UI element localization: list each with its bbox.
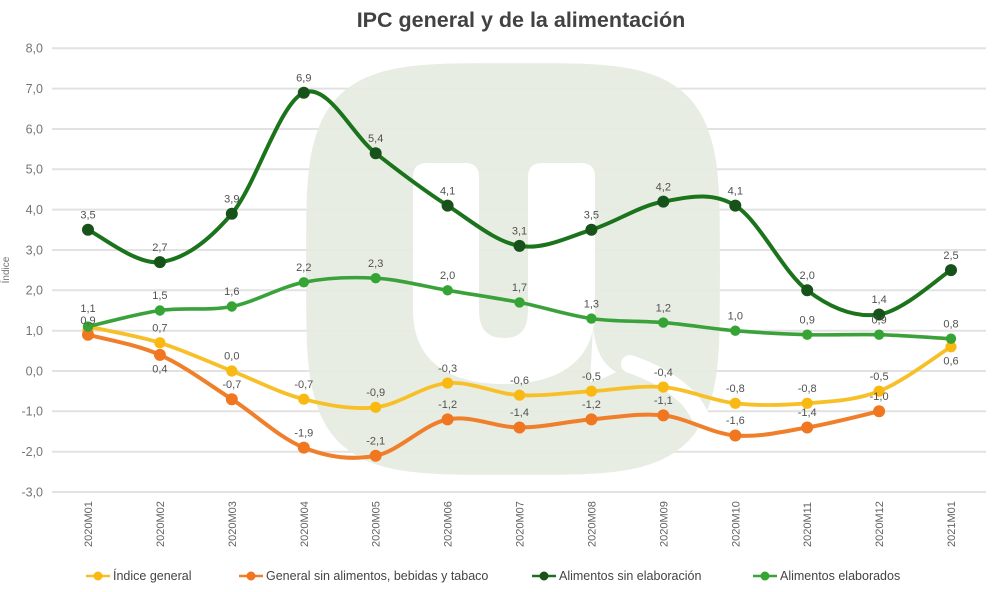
svg-text:2,3: 2,3	[368, 258, 383, 270]
svg-text:0,0: 0,0	[26, 364, 43, 378]
svg-text:2020M07: 2020M07	[515, 501, 527, 547]
svg-text:-1,4: -1,4	[798, 407, 817, 419]
svg-text:-0,8: -0,8	[798, 383, 817, 395]
svg-text:2021M01: 2021M01	[946, 501, 958, 547]
svg-text:-0,4: -0,4	[654, 367, 673, 379]
svg-text:-0,3: -0,3	[438, 363, 457, 375]
svg-text:1,6: 1,6	[224, 286, 239, 298]
svg-text:-1,1: -1,1	[654, 395, 673, 407]
svg-text:IPC general y de la alimentaci: IPC general y de la alimentación	[357, 8, 686, 32]
svg-text:6,9: 6,9	[296, 72, 311, 84]
svg-text:-2,0: -2,0	[21, 445, 43, 459]
svg-text:Índice general: Índice general	[113, 568, 192, 583]
svg-text:5,4: 5,4	[368, 133, 383, 145]
svg-text:1,4: 1,4	[871, 294, 886, 306]
svg-text:2,0: 2,0	[800, 270, 815, 282]
svg-text:4,1: 4,1	[728, 185, 743, 197]
svg-text:5,0: 5,0	[26, 163, 43, 177]
svg-text:2,5: 2,5	[943, 250, 958, 262]
svg-text:-0,5: -0,5	[582, 371, 601, 383]
svg-text:0,4: 0,4	[152, 363, 167, 375]
svg-text:-1,2: -1,2	[438, 399, 457, 411]
svg-text:0,0: 0,0	[224, 351, 239, 363]
svg-text:1,0: 1,0	[26, 324, 43, 338]
svg-text:-1,0: -1,0	[870, 391, 889, 403]
svg-text:7,0: 7,0	[26, 82, 43, 96]
svg-text:2020M08: 2020M08	[586, 501, 598, 547]
svg-text:-1,6: -1,6	[726, 415, 745, 427]
svg-text:0,6: 0,6	[943, 355, 958, 367]
svg-text:1,5: 1,5	[152, 290, 167, 302]
svg-text:2020M10: 2020M10	[730, 501, 742, 547]
svg-text:2,2: 2,2	[296, 262, 311, 274]
svg-text:4,2: 4,2	[656, 181, 671, 193]
svg-text:-0,5: -0,5	[870, 371, 889, 383]
svg-text:-0,9: -0,9	[366, 387, 385, 399]
svg-text:1,3: 1,3	[584, 298, 599, 310]
svg-text:2020M11: 2020M11	[802, 502, 814, 547]
svg-text:0,7: 0,7	[152, 323, 167, 335]
svg-text:1,7: 1,7	[512, 282, 527, 294]
svg-text:2,0: 2,0	[26, 284, 43, 298]
svg-text:Alimentos elaborados: Alimentos elaborados	[780, 569, 900, 583]
svg-text:0,9: 0,9	[80, 315, 95, 327]
svg-text:0,9: 0,9	[800, 314, 815, 326]
svg-text:2020M06: 2020M06	[443, 501, 455, 547]
svg-text:0,9: 0,9	[871, 314, 886, 326]
svg-text:-1,0: -1,0	[21, 405, 43, 419]
svg-text:General sin alimentos, bebidas: General sin alimentos, bebidas y tabaco	[266, 569, 488, 583]
svg-text:1,2: 1,2	[656, 302, 671, 314]
svg-text:2020M03: 2020M03	[227, 501, 239, 547]
svg-text:2020M12: 2020M12	[874, 501, 886, 547]
svg-text:1,1: 1,1	[80, 303, 95, 315]
svg-text:2020M01: 2020M01	[83, 501, 95, 547]
svg-text:1,0: 1,0	[728, 310, 743, 322]
svg-text:3,5: 3,5	[584, 210, 599, 222]
svg-text:Alimentos sin elaboración: Alimentos sin elaboración	[559, 569, 701, 583]
svg-text:Índice: Índice	[0, 256, 12, 283]
svg-text:-0,8: -0,8	[726, 383, 745, 395]
svg-text:4,1: 4,1	[440, 185, 455, 197]
svg-text:-1,2: -1,2	[582, 399, 601, 411]
svg-text:-1,9: -1,9	[294, 427, 313, 439]
svg-text:3,0: 3,0	[26, 243, 43, 257]
svg-text:6,0: 6,0	[26, 122, 43, 136]
svg-text:2020M05: 2020M05	[371, 501, 383, 547]
svg-text:2,7: 2,7	[152, 242, 167, 254]
svg-text:3,9: 3,9	[224, 193, 239, 205]
svg-text:-1,4: -1,4	[510, 407, 529, 419]
svg-text:-0,6: -0,6	[510, 375, 529, 387]
svg-text:2,0: 2,0	[440, 270, 455, 282]
svg-text:-3,0: -3,0	[21, 485, 43, 499]
svg-text:-0,7: -0,7	[222, 379, 241, 391]
svg-text:3,1: 3,1	[512, 226, 527, 238]
svg-text:2020M09: 2020M09	[658, 501, 670, 547]
svg-text:-2,1: -2,1	[366, 435, 385, 447]
svg-text:0,8: 0,8	[943, 318, 958, 330]
svg-text:2020M02: 2020M02	[155, 501, 167, 547]
svg-text:8,0: 8,0	[26, 42, 43, 56]
svg-text:-0,7: -0,7	[294, 379, 313, 391]
svg-text:2020M04: 2020M04	[299, 501, 311, 547]
svg-text:4,0: 4,0	[26, 203, 43, 217]
svg-text:3,5: 3,5	[80, 210, 95, 222]
